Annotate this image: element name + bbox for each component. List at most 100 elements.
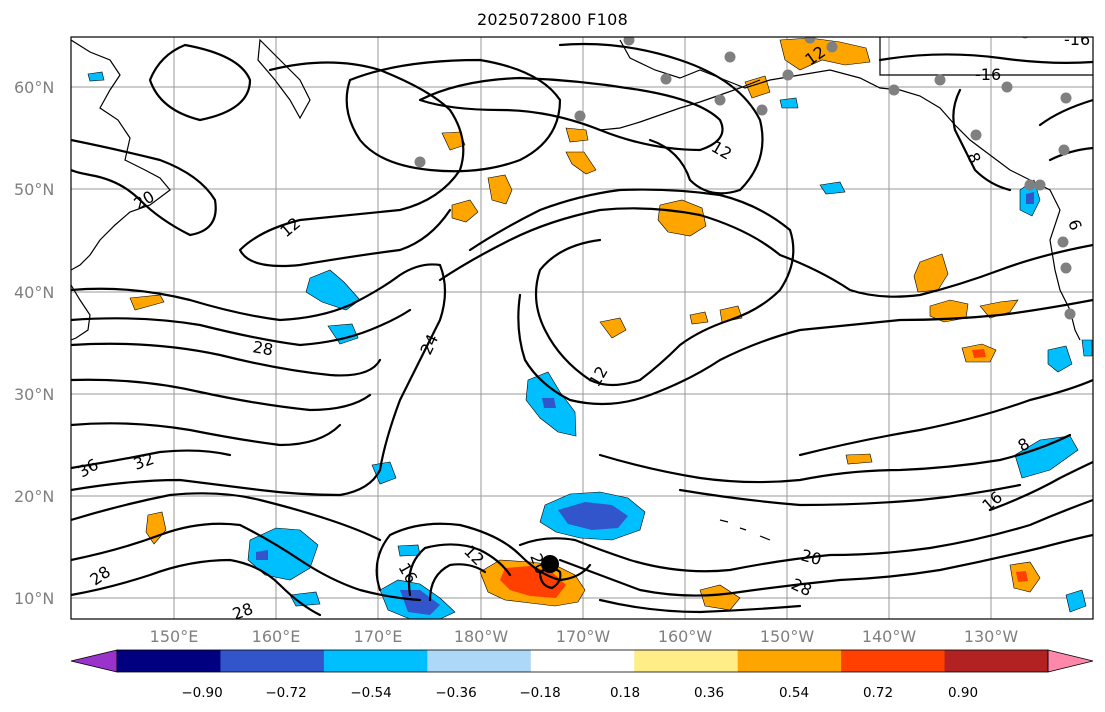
strong-negative-anomaly-area [1026, 192, 1034, 204]
contour-line [1038, 98, 1093, 127]
strong-positive-anomaly-area [500, 566, 566, 598]
negative-anomaly-area [305, 269, 361, 311]
contour-line [952, 88, 1012, 192]
japan-coastline [71, 284, 91, 341]
alaska-coastline [619, 39, 1081, 341]
lon-tick-label: 150°E [150, 627, 199, 646]
contour-line [407, 543, 512, 597]
positive-anomaly-area [699, 584, 741, 611]
station-marker [1034, 179, 1046, 191]
lon-tick-label: 170°E [354, 627, 403, 646]
colorbar-segment [117, 650, 221, 672]
lon-tick-label: 130°W [964, 627, 1019, 646]
contour-line [71, 138, 217, 237]
contour-line [238, 61, 465, 268]
contour-line [71, 449, 232, 470]
colorbar [70, 649, 1094, 673]
positive-anomaly-area [145, 511, 167, 545]
negative-anomaly-area [819, 181, 846, 195]
contour-line [71, 492, 382, 542]
positive-anomaly-area [779, 37, 871, 71]
contour-line [71, 522, 422, 602]
station-marker [1057, 236, 1069, 248]
colorbar-segment [427, 650, 532, 672]
contour-line [558, 42, 764, 195]
canada-coastline [879, 37, 1093, 76]
colorbar-outline [116, 649, 1049, 673]
anomaly-shading [87, 37, 1093, 619]
colorbar-segment [634, 650, 739, 672]
station-marker [724, 51, 736, 63]
contour-line [71, 422, 342, 447]
positive-anomaly-area [599, 317, 627, 339]
contour-line [678, 483, 1022, 507]
colorbar-tick-label: 0.90 [948, 685, 978, 701]
station-marker [826, 41, 838, 53]
strong-negative-anomaly-area [400, 590, 440, 615]
aleutian-islands [599, 79, 761, 131]
colorbar-low-extend [70, 649, 118, 673]
station-marker [1060, 92, 1072, 104]
negative-anomaly-area [87, 71, 105, 82]
strong-negative-anomaly-area [256, 550, 268, 560]
contour-line [598, 433, 1072, 484]
contour-line [468, 188, 795, 387]
chart-title: 2025072800 F108 [476, 10, 629, 29]
colorbar-segment [323, 650, 428, 672]
colorbar-tick-label: −0.36 [435, 685, 476, 701]
contour-line [71, 342, 382, 377]
strong-positive-anomaly-area [972, 349, 986, 358]
colorbar-segment [530, 650, 635, 672]
lon-tick-label: 180°W [454, 627, 509, 646]
lat-axis-labels: 10°N 20°N 30°N 40°N 50°N 60°N [14, 78, 54, 608]
station-marker [1024, 179, 1036, 191]
station-marker [574, 110, 586, 122]
negative-anomaly-area [327, 323, 359, 345]
contour-line [798, 378, 1093, 457]
positive-anomaly-area [689, 311, 709, 325]
station-marker [1001, 81, 1013, 93]
contour-line [71, 378, 372, 412]
lat-tick-label: 50°N [14, 180, 54, 199]
storm-center-marker [541, 555, 559, 573]
lat-tick-label: 10°N [14, 589, 54, 608]
contour-line [518, 498, 1093, 573]
positive-anomaly-area [657, 199, 707, 237]
contour-line [375, 522, 592, 592]
contour-label: -16 [975, 65, 1001, 84]
colorbar-tick-label: −0.54 [350, 685, 391, 701]
map-frame [70, 36, 1094, 620]
geopotential-contours [71, 42, 1093, 617]
station-marker [804, 37, 816, 44]
lat-tick-label: 40°N [14, 283, 54, 302]
negative-anomaly-area [779, 97, 799, 109]
colorbar-tick-label: 0.54 [779, 685, 809, 701]
colorbar-segment [220, 650, 325, 672]
negative-anomaly-area [1014, 435, 1079, 479]
strong-positive-anomaly-area [1016, 571, 1028, 582]
negative-anomaly-area [371, 461, 397, 485]
strong-negative-anomaly-area [558, 502, 628, 530]
station-marker [1064, 308, 1076, 320]
hawaii-islands [719, 519, 771, 541]
positive-anomaly-area [565, 127, 589, 143]
positive-anomaly-area [451, 199, 479, 223]
colorbar-segment [944, 650, 1049, 672]
asia-coastline [71, 39, 171, 271]
coastlines [71, 37, 1093, 541]
contour-line [71, 308, 412, 347]
colorbar-tick-label: 0.18 [610, 685, 640, 701]
negative-anomaly-area [247, 527, 319, 581]
station-marker [934, 74, 946, 86]
contour-line [988, 460, 1093, 512]
colorbar-segment [841, 650, 946, 672]
positive-anomaly-area [845, 453, 873, 465]
colorbar-tick-labels: −0.90 −0.72 −0.54 −0.36 −0.18 0.18 0.36 … [181, 685, 978, 701]
contour-line [345, 58, 562, 173]
station-marker [1060, 262, 1072, 274]
lon-tick-label: 160°W [658, 627, 713, 646]
contour-line [148, 43, 252, 122]
colorbar-tick-label: 0.36 [694, 685, 724, 701]
station-marker [714, 94, 726, 106]
